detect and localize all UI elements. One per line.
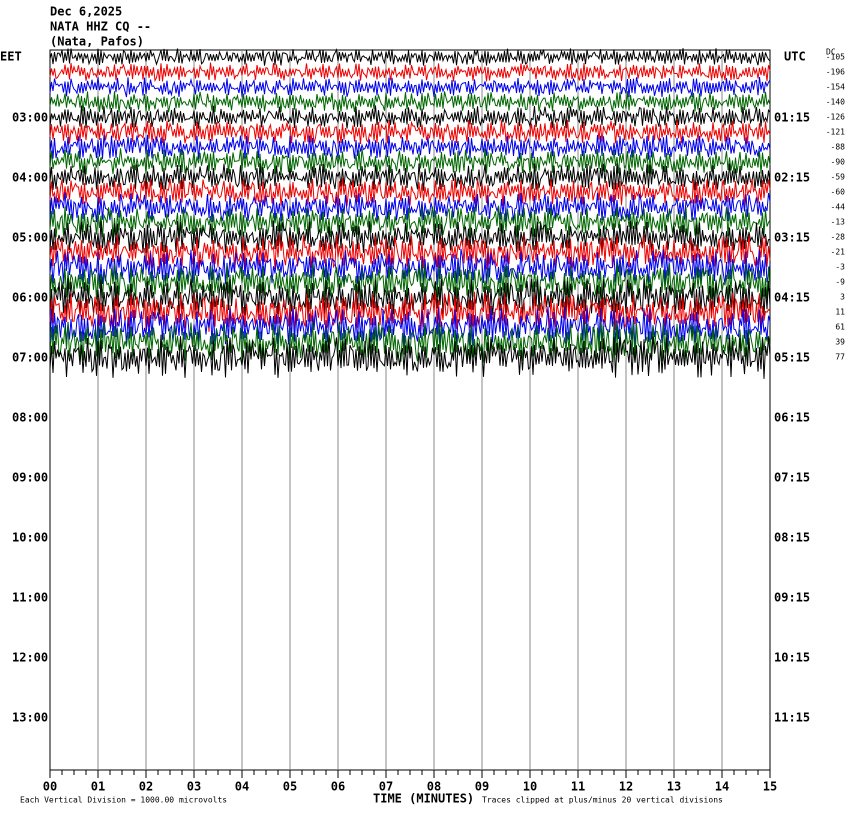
left-label: 10:00 [12,531,48,545]
right-label: 07:15 [774,471,810,485]
trace [49,105,771,129]
x-tick-label: 13 [667,780,681,794]
trace [49,234,771,270]
clip-note: Traces clipped at plus/minus 20 vertical… [482,796,723,805]
x-tick-label: 02 [139,780,153,794]
left-label: 12:00 [12,651,48,665]
x-tick-label: 15 [763,780,777,794]
right-label: 01:15 [774,111,810,125]
location: (Nata, Pafos) [50,35,144,49]
left-label: 08:00 [12,411,48,425]
plot-frame [49,49,771,771]
dc-value: -105 [826,53,845,62]
dc-value: -28 [831,233,846,242]
dc-title: DC [826,48,836,57]
dc-value: -140 [826,98,845,107]
x-tick-label: 11 [571,780,585,794]
x-axis-title: TIME (MINUTES) [373,792,474,806]
station: NATA HHZ CQ -- [50,20,151,34]
dc-value: 3 [840,293,845,302]
x-tick-label: 09 [475,780,489,794]
right-label: 08:15 [774,531,810,545]
scale-note: Each Vertical Division = 1000.00 microvo… [20,796,227,805]
right-label: 11:15 [774,711,810,725]
dc-value: 39 [835,338,845,347]
trace [49,163,771,191]
trace [49,62,771,83]
dc-value: -3 [835,263,845,272]
trace [49,248,771,285]
trace [49,177,771,207]
dc-value: 77 [835,353,845,362]
dc-value: 61 [835,323,845,332]
x-tick-label: 03 [187,780,201,794]
left-label: 09:00 [12,471,48,485]
right-label: 02:15 [774,171,810,185]
dc-value: -196 [826,68,845,77]
left-label: 05:00 [12,231,48,245]
right-label: 03:15 [774,231,810,245]
trace [49,47,771,66]
trace [49,119,771,145]
trace [49,134,771,160]
dc-value: -88 [831,143,846,152]
dc-value: -44 [831,203,846,212]
x-tick-label: 10 [523,780,537,794]
trace [49,148,771,176]
trace [49,334,771,379]
left-label: 11:00 [12,591,48,605]
trace [49,91,771,113]
left-label: 06:00 [12,291,48,305]
trace [49,205,771,238]
trace [49,263,771,301]
dc-value: -90 [831,158,846,167]
trace [49,291,771,332]
dc-value: -13 [831,218,846,227]
dc-value: -126 [826,113,845,122]
right-label: 09:15 [774,591,810,605]
dc-value: -121 [826,128,845,137]
left-label: 04:00 [12,171,48,185]
x-tick-label: 06 [331,780,345,794]
x-tick-label: 08 [427,780,441,794]
dc-value: -60 [831,188,846,197]
dc-value: -9 [835,278,845,287]
x-tick-label: 01 [91,780,105,794]
x-tick-label: 05 [283,780,297,794]
x-tick-label: 04 [235,780,249,794]
dc-value: -59 [831,173,846,182]
right-label: 10:15 [774,651,810,665]
dc-value: -21 [831,248,846,257]
left-label: 07:00 [12,351,48,365]
right-axis-title: UTC [784,50,806,64]
x-tick-label: 14 [715,780,729,794]
x-tick-label: 12 [619,780,633,794]
x-tick-label: 00 [43,780,57,794]
left-label: 03:00 [12,111,48,125]
trace [49,192,771,223]
right-label: 06:15 [774,411,810,425]
x-tick-label: 07 [379,780,393,794]
date: Dec 6,2025 [50,5,122,19]
left-label: 13:00 [12,711,48,725]
right-label: 04:15 [774,291,810,305]
dc-value: 11 [835,308,845,317]
left-axis-title: EET [0,50,22,64]
trace [49,76,771,98]
right-label: 05:15 [774,351,810,365]
dc-value: -154 [826,83,845,92]
trace [49,220,770,254]
